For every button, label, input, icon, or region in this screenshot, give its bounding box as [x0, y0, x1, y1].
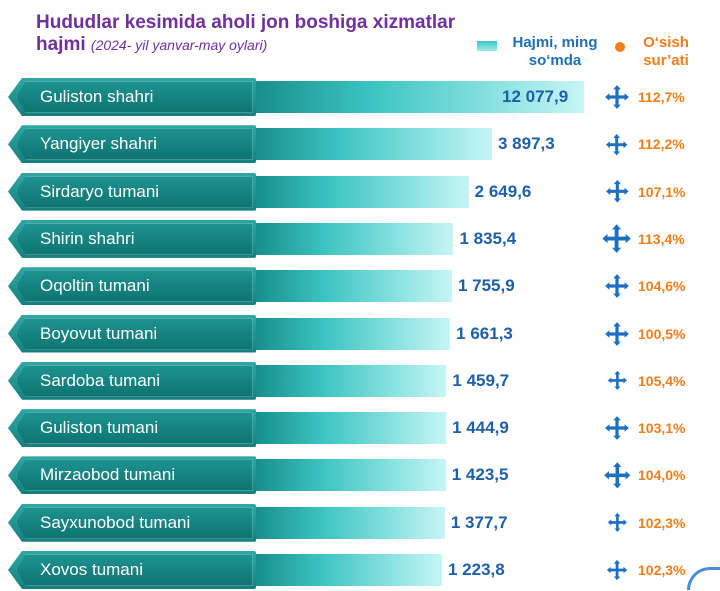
bar [256, 318, 450, 350]
chart-row: Oqoltin tumani 1 755,9 104,6% [0, 267, 720, 307]
growth-label: 112,7% [638, 78, 708, 116]
arrows-expand-icon [604, 315, 632, 353]
bar [256, 554, 442, 586]
bar [256, 128, 492, 160]
value-label: 1 755,9 [458, 267, 515, 305]
growth-label: 107,1% [638, 173, 708, 211]
chart-row: Shirin shahri 1 835,4 113,4% [0, 220, 720, 260]
chart-row: Boyovut tumani 1 661,3 100,5% [0, 315, 720, 355]
value-label: 1 444,9 [452, 409, 509, 447]
category-label: Sardoba tumani [40, 362, 160, 400]
category-label: Sirdaryo tumani [40, 173, 159, 211]
chart-row: Sardoba tumani 1 459,7 105,4% [0, 362, 720, 402]
growth-label: 113,4% [638, 220, 708, 258]
category-label: Guliston shahri [40, 78, 153, 116]
value-label: 2 649,6 [475, 173, 532, 211]
growth-label: 112,2% [638, 125, 708, 163]
bar [256, 412, 446, 444]
legend-dot-label: O‘sish sur’ati [628, 34, 704, 70]
arrows-expand-icon [601, 220, 629, 258]
category-label: Mirzaobod tumani [40, 456, 175, 494]
bar [256, 365, 446, 397]
bar [256, 176, 469, 208]
category-label: Sayxunobod tumani [40, 504, 190, 542]
arrows-expand-icon [606, 551, 634, 589]
value-label: 12 077,9 [502, 78, 568, 116]
growth-label: 104,6% [638, 267, 708, 305]
chart-row: Guliston tumani 1 444,9 103,1% [0, 409, 720, 449]
legend-bar-swatch [477, 41, 497, 51]
bar [256, 507, 445, 539]
category-label: Guliston tumani [40, 409, 158, 447]
category-label: Yangiyer shahri [40, 125, 157, 163]
chart-row: Sirdaryo tumani 2 649,6 107,1% [0, 173, 720, 213]
value-label: 1 459,7 [452, 362, 509, 400]
category-label: Oqoltin tumani [40, 267, 150, 305]
chart-row: Sayxunobod tumani 1 377,7 102,3% [0, 504, 720, 544]
growth-label: 103,1% [638, 409, 708, 447]
bar [256, 459, 446, 491]
value-label: 3 897,3 [498, 125, 555, 163]
chart-row: Xovos tumani 1 223,8 102,3% [0, 551, 720, 591]
growth-label: 105,4% [638, 362, 708, 400]
category-label: Shirin shahri [40, 220, 135, 258]
bar [256, 270, 452, 302]
chart-row: Yangiyer shahri 3 897,3 112,2% [0, 125, 720, 165]
value-label: 1 835,4 [459, 220, 516, 258]
arrows-expand-icon [604, 78, 632, 116]
chart-title: Hududlar kesimida aholi jon boshiga xizm… [36, 12, 476, 56]
arrows-expand-icon [604, 409, 632, 447]
category-label: Boyovut tumani [40, 315, 157, 353]
legend-bar-label: Hajmi, ming so‘mda [505, 34, 605, 70]
value-label: 1 223,8 [448, 551, 505, 589]
value-label: 1 423,5 [452, 456, 509, 494]
arrows-expand-icon [607, 362, 635, 400]
growth-label: 104,0% [638, 456, 708, 494]
growth-label: 100,5% [638, 315, 708, 353]
chart-row: Guliston shahri 12 077,9 112,7% [0, 78, 720, 118]
legend-dot-swatch [615, 42, 625, 52]
value-label: 1 661,3 [456, 315, 513, 353]
arrows-expand-icon [605, 173, 633, 211]
value-label: 1 377,7 [451, 504, 508, 542]
arrows-expand-icon [603, 456, 631, 494]
arrows-expand-icon [607, 504, 635, 542]
arrows-expand-icon [605, 125, 633, 163]
arrows-expand-icon [604, 267, 632, 305]
growth-label: 102,3% [638, 504, 708, 542]
category-label: Xovos tumani [40, 551, 143, 589]
chart-row: Mirzaobod tumani 1 423,5 104,0% [0, 456, 720, 496]
bar [256, 223, 453, 255]
chart-subtitle: (2024- yil yanvar-may oylari) [91, 37, 267, 53]
